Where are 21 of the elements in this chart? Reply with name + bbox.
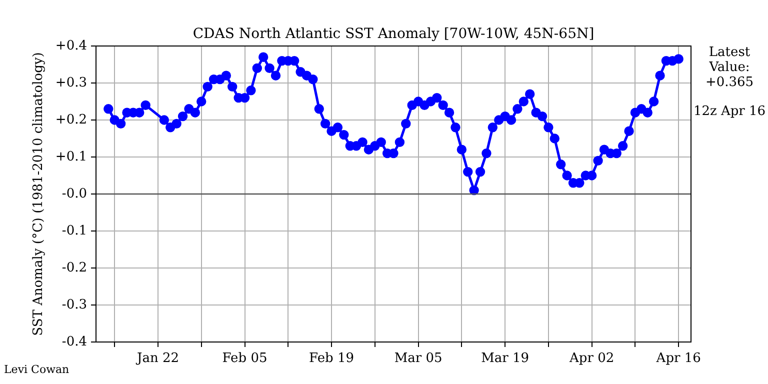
y-tick-label: -0.3 [62, 297, 87, 312]
x-tick-label: Mar 19 [481, 351, 530, 366]
y-tick-label: +0.3 [55, 75, 87, 90]
text: Latest Value: +0.365 [705, 45, 754, 90]
y-tick-label: +0.1 [55, 149, 87, 164]
y-tick-label: +0.4 [55, 38, 87, 54]
y-tick-label: -0.0 [62, 186, 87, 202]
y-tick-label: -0.1 [62, 223, 87, 238]
x-tick-label: Feb 05 [222, 351, 268, 366]
y-tick-label: -0.2 [62, 260, 87, 276]
x-tick-label: Apr 02 [568, 351, 614, 366]
text: 12z Apr 16 [693, 104, 766, 119]
y-tick-label: -0.4 [62, 334, 87, 350]
x-tick-label: Jan 22 [134, 351, 179, 366]
y-axis-title: SST Anomaly (°C) (1981-2010 climatology) [31, 52, 46, 336]
y-tick-label: +0.2 [55, 112, 87, 128]
x-tick-label: Feb 19 [309, 351, 354, 366]
x-tick-label: Apr 16 [655, 351, 701, 366]
x-tick-label: Mar 05 [394, 351, 442, 366]
chart-title: CDAS North Atlantic SST Anomaly [70W-10W, 45N-65N] [192, 26, 594, 42]
text: Levi Cowan [4, 363, 70, 376]
